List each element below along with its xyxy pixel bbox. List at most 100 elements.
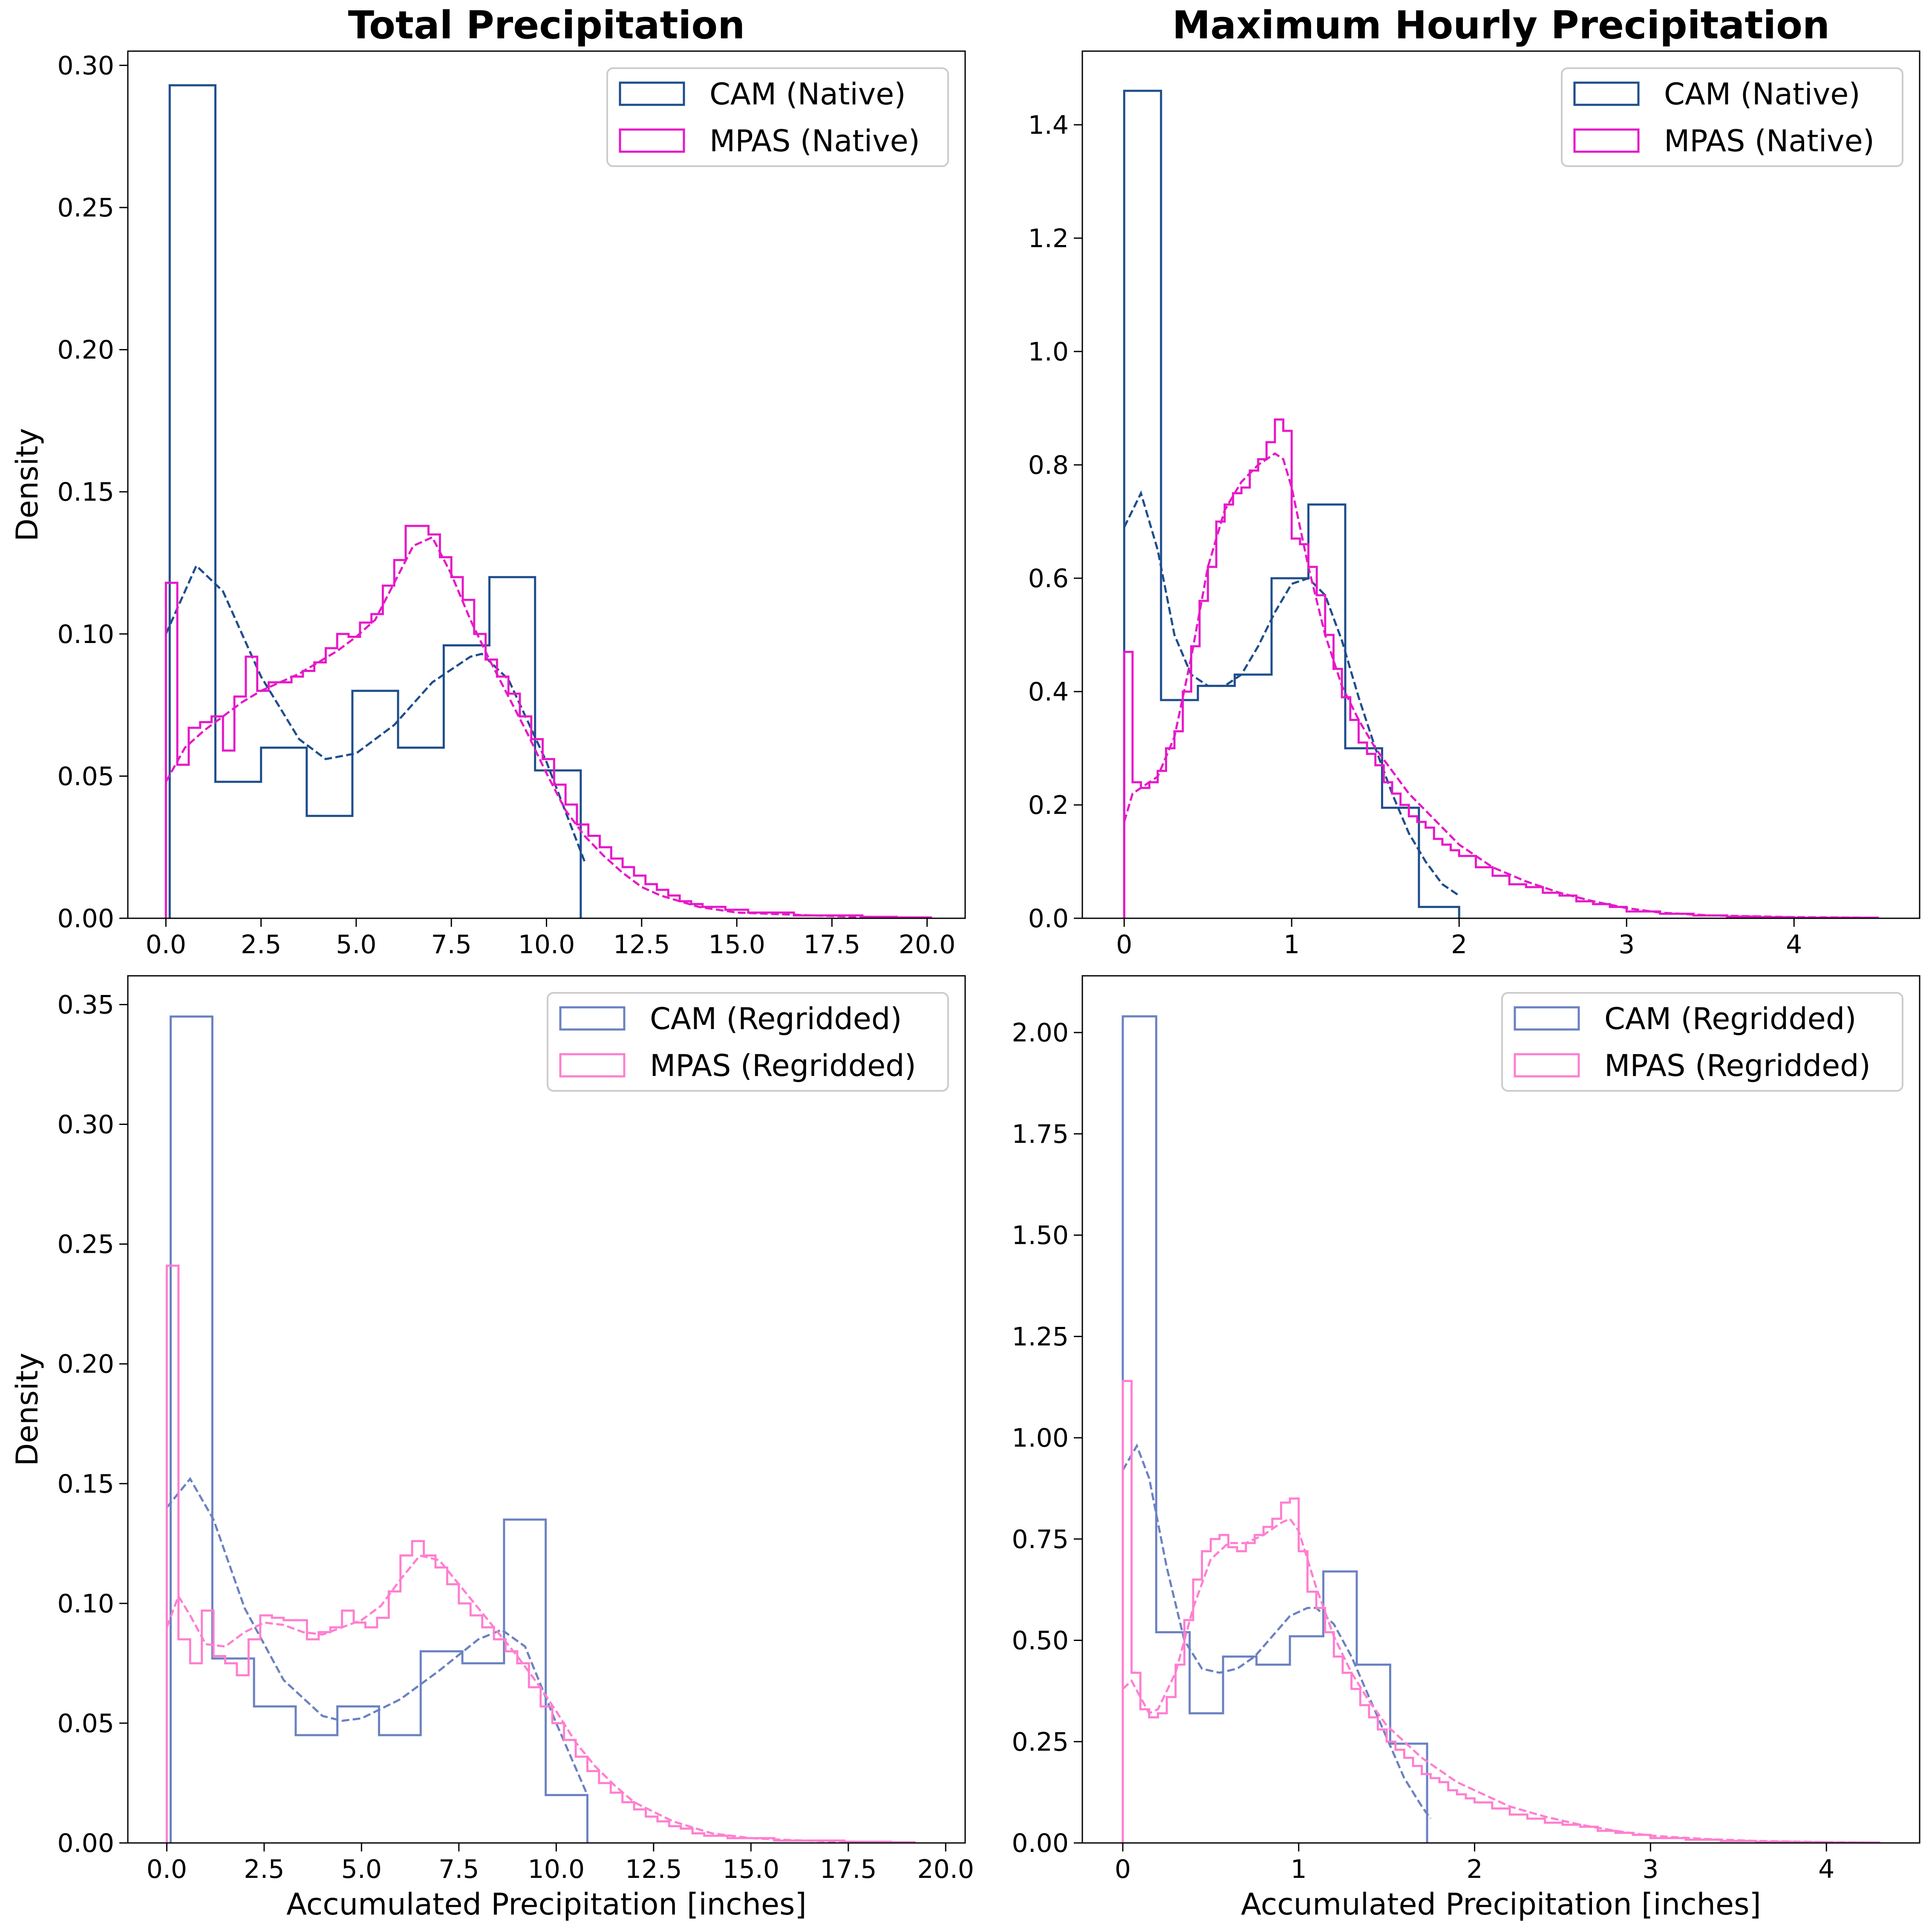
histogram-bar [506,1651,517,1843]
histogram-bar [588,836,600,918]
histogram-bar [1174,731,1183,918]
axes-frame [127,975,966,1844]
histogram-bar [1576,901,1593,918]
histogram-bar [546,1795,588,1843]
histogram-bar [1266,442,1275,918]
x-tick-label: 2.5 [241,930,281,960]
y-tick-label: 1.0 [1028,337,1069,367]
histogram-bar [166,583,177,918]
histogram-bar [1409,816,1417,918]
y-tick-label: 0.15 [57,477,114,507]
x-tick-label: 12.5 [613,930,670,960]
histogram-bar [623,1802,634,1843]
y-axis-label: Density [10,1352,45,1466]
histogram-bar [1299,1551,1308,1843]
histogram-bar [1272,1519,1281,1843]
legend-label-mpas-regridded: MPAS (Regridded) [1604,1048,1871,1083]
y-tick-label: 0.25 [57,193,114,223]
chart-title: Maximum Hourly Precipitation [1172,3,1830,48]
legend-swatch-cam-regridded [1514,1006,1580,1031]
histogram-bar [1493,876,1509,918]
histogram-bar [1439,1782,1448,1843]
histogram-outline-cam-native [1123,89,1460,918]
x-tick-label: 2.5 [244,1854,284,1884]
series-cam-native [165,84,586,918]
x-tick-label: 1 [1291,1854,1307,1884]
y-tick-label: 1.2 [1028,224,1069,254]
histogram-bar [1317,595,1325,918]
histogram-bar [272,1618,283,1843]
y-axis-label: Density [10,428,45,541]
histogram-bar [1526,887,1543,918]
histogram-bar [1358,743,1367,918]
histogram-bar [459,1603,470,1843]
histogram-bar [354,1623,365,1843]
legend-swatch-mpas-regridded [1514,1053,1580,1078]
histogram-bar [1545,1822,1563,1843]
x-tick-label: 0 [1115,1854,1131,1884]
histogram-bar [1307,1592,1316,1843]
histogram-bar [190,1663,202,1843]
series-mpas-regridded [165,1264,916,1843]
histogram-bar [692,1834,704,1843]
kde-line-mpas-regridded [166,1554,907,1843]
legend-swatch-cam-regridded [559,1006,626,1031]
histogram-bar [1543,893,1560,918]
histogram-bar [1132,1673,1141,1843]
legend-label-mpas-native: MPAS (Native) [1664,124,1874,159]
x-tick-label: 10.0 [528,1854,585,1884]
histogram-bar [600,847,611,918]
histogram-bar [307,816,352,918]
histogram-bar [1378,1730,1387,1843]
histogram-bar [1290,1636,1323,1843]
histogram-bar [1158,771,1166,918]
series-cam-regridded [1122,1015,1432,1843]
histogram-bar [429,534,440,918]
histogram-bar [280,682,291,918]
histogram-bar [1167,1697,1176,1843]
histogram-bar [1275,420,1283,918]
histogram-bar [444,645,489,918]
histogram-bar [1334,669,1342,918]
histogram-bar [716,1836,727,1843]
histogram-bar [1161,700,1198,918]
plot-area [165,1015,916,1843]
histogram-bar [529,1687,540,1843]
histogram-bar [1350,720,1359,918]
legend-swatch-mpas-regridded [559,1053,626,1078]
histogram-bar [1133,782,1141,918]
histogram-bar [1241,487,1250,918]
histogram-bar [552,1723,564,1843]
histogram-bar [508,694,520,918]
legend-box [1501,992,1903,1092]
y-tick-label: 0.00 [57,1828,114,1858]
histogram-bar [389,1592,400,1843]
y-tick-label: 1.4 [1028,110,1069,140]
legend-box [1561,67,1903,167]
y-tick-label: 1.50 [1012,1221,1069,1251]
histogram-bar [1451,850,1459,918]
histogram-bar [1563,1825,1580,1843]
histogram-bar [1404,1758,1413,1843]
histogram-bar [401,1555,412,1843]
series-mpas-native [164,525,932,918]
legend: CAM (Native) MPAS (Native) [1561,67,1903,167]
histogram-bar [1343,1673,1352,1843]
histogram-bar [1430,1778,1439,1843]
histogram-bar [1309,567,1317,918]
histogram-bar [470,1615,482,1843]
x-tick-label: 20.0 [899,930,956,960]
histogram-bar [1352,1689,1361,1843]
legend-label-cam-regridded: CAM (Regridded) [650,1001,902,1036]
legend-swatch-mpas-native [619,128,685,153]
plot-area [1123,89,1879,918]
histogram-bar [171,1017,213,1843]
histogram-bar [1141,788,1150,918]
histogram-bar [1255,1535,1264,1843]
histogram-bar [1124,652,1133,918]
histogram-bar [268,682,280,918]
histogram-bar [1300,544,1309,918]
y-tick-label: 0.30 [57,51,114,81]
x-tick-label: 17.5 [820,1854,877,1884]
x-tick-label: 20.0 [917,1854,975,1884]
